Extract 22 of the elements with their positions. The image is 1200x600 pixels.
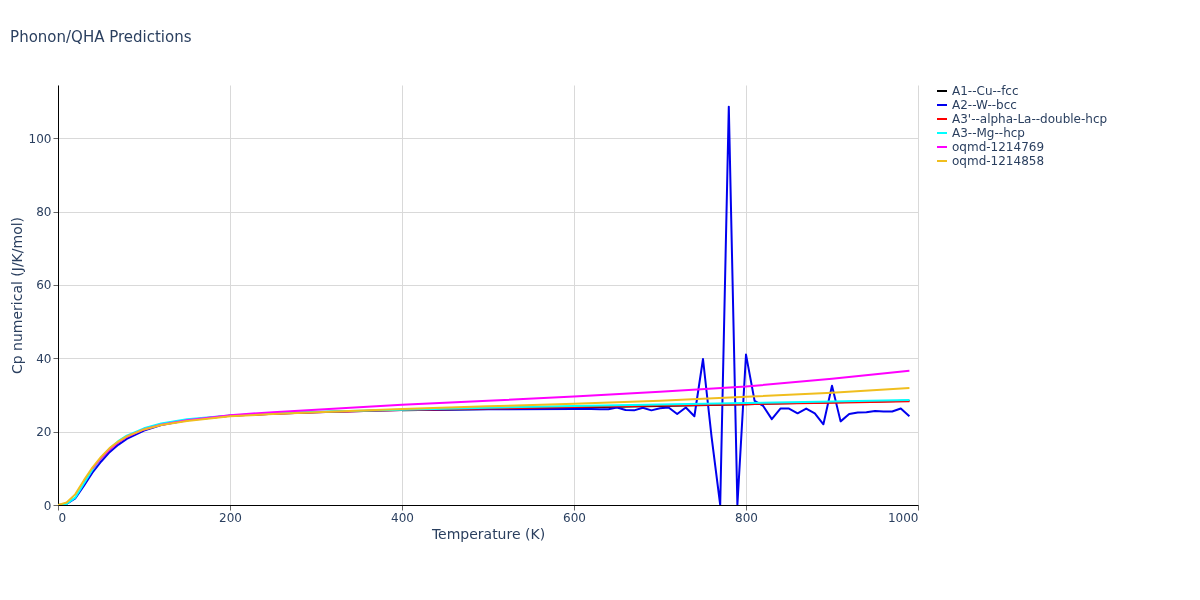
y-tick-label: 20 — [36, 425, 52, 440]
x-tick-label: 1000 — [887, 510, 919, 525]
line-series — [91, 369, 911, 470]
x-tick-label: 600 — [563, 510, 586, 525]
x-tick-label: 0 — [58, 510, 67, 525]
chart-title: Phonon/QHA Predictions — [10, 28, 192, 46]
x-tick-label: 400 — [391, 510, 414, 525]
legend-label: oqmd-1214858 — [952, 154, 1045, 168]
legend-label: oqmd-1214769 — [952, 140, 1045, 154]
y-axis-title: Cp numerical (J/K/mol) — [8, 216, 25, 375]
y-tick-label: 60 — [36, 278, 52, 293]
y-tick-label: 0 — [43, 498, 52, 513]
legend-label: A2--W--bcc — [952, 98, 1017, 112]
x-axis-title: Temperature (K) — [430, 525, 546, 542]
y-tick-label: 80 — [36, 205, 52, 220]
legend-label: A3'--alpha-La--double-hcp — [952, 112, 1108, 126]
x-tick-label: 800 — [735, 510, 758, 525]
legend-label: A1--Cu--fcc — [952, 84, 1019, 98]
y-tick-label: 40 — [36, 351, 52, 366]
x-tick-label: 200 — [219, 510, 242, 525]
legend-label: A3--Mg--hcp — [952, 126, 1025, 140]
y-tick-label: 100 — [28, 131, 52, 146]
